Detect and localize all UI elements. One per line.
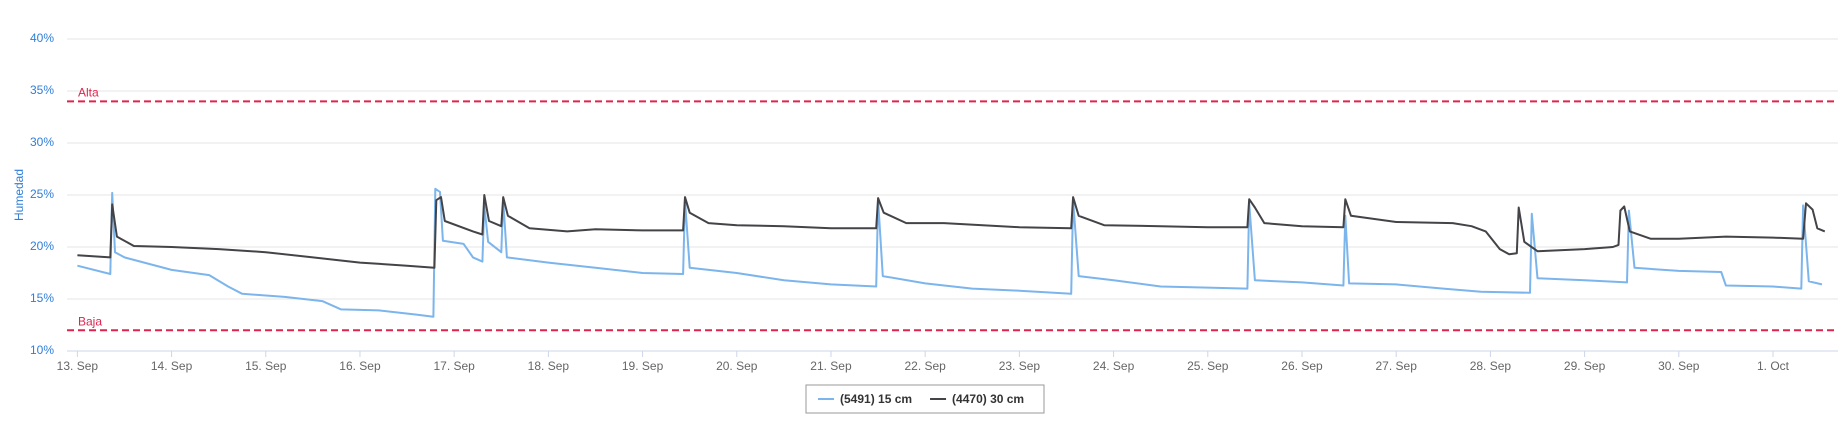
x-tick-label: 21. Sep — [810, 359, 852, 373]
threshold-label: Baja — [78, 314, 102, 328]
x-tick-label: 18. Sep — [528, 359, 570, 373]
legend-box — [805, 384, 1045, 414]
series-line — [77, 194, 1826, 269]
x-tick-label: 25. Sep — [1187, 359, 1229, 373]
y-tick-label: 30% — [30, 135, 54, 149]
x-tick-label: 13. Sep — [57, 359, 99, 373]
x-tick-label: 29. Sep — [1564, 359, 1606, 373]
legend-label: (4470) 30 cm — [952, 392, 1024, 406]
y-tick-label: 25% — [30, 187, 54, 201]
x-tick-label: 14. Sep — [151, 359, 193, 373]
y-tick-label: 20% — [30, 239, 54, 253]
y-tick-label: 40% — [30, 31, 54, 45]
y-tick-label: 35% — [30, 83, 54, 97]
legend-label: (5491) 15 cm — [840, 392, 912, 406]
x-tick-label: 28. Sep — [1470, 359, 1512, 373]
x-tick-label: 22. Sep — [904, 359, 946, 373]
y-tick-label: 15% — [30, 291, 54, 305]
threshold-label: Alta — [78, 86, 99, 100]
x-tick-label: 1. Oct — [1757, 359, 1790, 373]
x-tick-label: 27. Sep — [1376, 359, 1418, 373]
series-line — [77, 187, 1823, 318]
x-tick-label: 30. Sep — [1658, 359, 1700, 373]
x-tick-label: 24. Sep — [1093, 359, 1135, 373]
y-tick-label: 10% — [30, 343, 54, 357]
y-axis-title: Humedad — [12, 169, 26, 221]
x-tick-label: 16. Sep — [339, 359, 381, 373]
x-tick-label: 20. Sep — [716, 359, 758, 373]
x-tick-label: 23. Sep — [999, 359, 1041, 373]
x-tick-label: 15. Sep — [245, 359, 287, 373]
x-tick-label: 17. Sep — [433, 359, 475, 373]
x-tick-label: 19. Sep — [622, 359, 664, 373]
x-tick-label: 26. Sep — [1281, 359, 1323, 373]
